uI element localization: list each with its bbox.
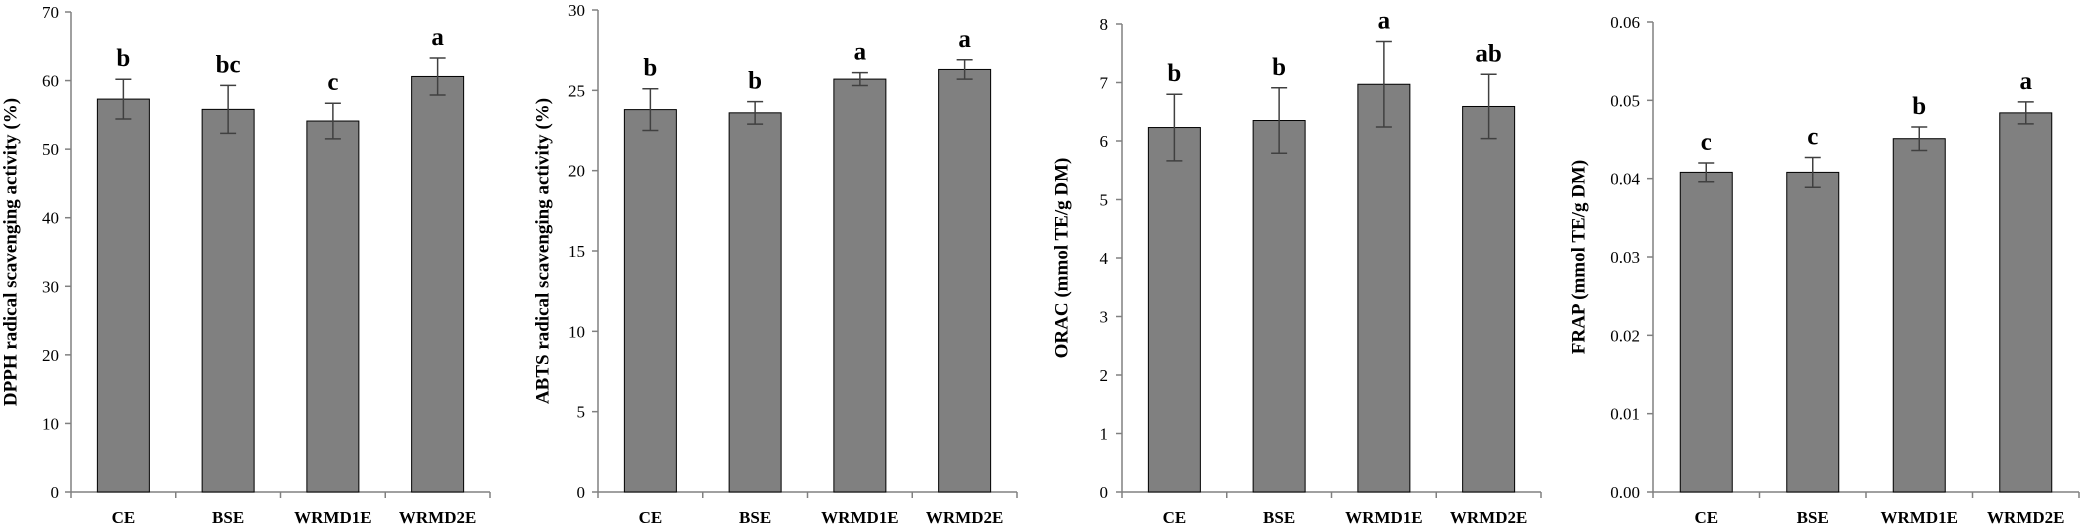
x-tick-label: CE bbox=[1694, 508, 1718, 526]
significance-letter: c bbox=[327, 69, 338, 96]
x-tick-label: BSE bbox=[212, 508, 244, 526]
bar bbox=[1786, 171, 1840, 493]
bar bbox=[306, 120, 360, 493]
bar bbox=[1679, 171, 1733, 493]
x-tick-label: BSE bbox=[1263, 508, 1295, 526]
y-tick-label: 10 bbox=[42, 414, 59, 433]
bar bbox=[623, 109, 677, 493]
x-tick-label: WRMD1E bbox=[1345, 508, 1422, 526]
bar bbox=[1462, 105, 1516, 493]
x-tick-label: CE bbox=[639, 508, 663, 526]
y-tick-label: 60 bbox=[42, 72, 59, 91]
y-tick-label: 0.02 bbox=[1610, 326, 1640, 345]
significance-letter: a bbox=[958, 26, 971, 53]
x-tick-label: CE bbox=[112, 508, 136, 526]
y-tick-label: 0.01 bbox=[1610, 405, 1640, 424]
bar bbox=[833, 78, 887, 493]
significance-letter: b bbox=[1167, 60, 1181, 87]
significance-letter: b bbox=[1912, 93, 1926, 120]
y-tick-label: 4 bbox=[1100, 249, 1109, 268]
significance-letter: c bbox=[1701, 129, 1712, 156]
chart-panel-1: 0 10 20 30 40 50 60 70 b CE bc BSE c WRMD1E a WRMD2E DPP… bbox=[0, 3, 491, 526]
chart-panel-4: 0.00 0.01 0.02 0.03 0.04 0.05 0.06 c CE c BSE b WRMD… bbox=[1568, 13, 2080, 526]
bar bbox=[411, 75, 465, 493]
y-axis-title: FRAP (mmol TE/g DM) bbox=[1568, 160, 1589, 354]
y-axis-title: ORAC (mmol TE/g DM) bbox=[1051, 158, 1072, 359]
y-tick-label: 0.03 bbox=[1610, 248, 1640, 267]
significance-letter: b bbox=[748, 68, 762, 95]
x-tick-label: WRMD2E bbox=[1987, 508, 2064, 526]
x-tick-label: WRMD1E bbox=[1881, 508, 1958, 526]
y-tick-label: 0.06 bbox=[1610, 13, 1640, 32]
bar bbox=[1252, 120, 1306, 493]
significance-letter: b bbox=[1272, 54, 1286, 81]
y-tick-label: 8 bbox=[1100, 15, 1109, 34]
y-tick-label: 40 bbox=[42, 209, 59, 228]
y-tick-label: 0.04 bbox=[1610, 170, 1640, 189]
y-tick-label: 0 bbox=[577, 483, 586, 502]
y-tick-label: 30 bbox=[42, 277, 59, 296]
y-tick-label: 25 bbox=[568, 81, 585, 100]
bar bbox=[1892, 138, 1946, 493]
y-tick-label: 0 bbox=[1100, 483, 1109, 502]
y-tick-label: 0 bbox=[51, 483, 60, 502]
significance-letter: a bbox=[854, 39, 867, 66]
significance-letter: bc bbox=[216, 51, 241, 78]
bar bbox=[1357, 83, 1411, 493]
significance-letter: b bbox=[643, 55, 657, 82]
x-tick-label: CE bbox=[1163, 508, 1187, 526]
significance-letter: a bbox=[2020, 68, 2033, 95]
y-tick-label: 5 bbox=[577, 403, 586, 422]
x-tick-label: WRMD2E bbox=[926, 508, 1003, 526]
x-tick-label: WRMD2E bbox=[1450, 508, 1527, 526]
y-axis-title: DPPH radical scavenging activity (%) bbox=[0, 98, 21, 406]
x-tick-label: WRMD2E bbox=[399, 508, 476, 526]
y-tick-label: 70 bbox=[42, 3, 59, 22]
bar bbox=[1147, 127, 1201, 493]
chart-panel-3: 0 1 2 3 4 5 6 7 8 b CE b BSE a WRMD1E ab WRMD2E ORAC (mmo… bbox=[1051, 8, 1542, 526]
y-tick-label: 10 bbox=[568, 322, 585, 341]
significance-letter: b bbox=[116, 45, 130, 72]
y-tick-label: 6 bbox=[1100, 132, 1109, 151]
x-tick-label: BSE bbox=[1797, 508, 1829, 526]
bar bbox=[938, 68, 992, 493]
y-tick-label: 2 bbox=[1100, 366, 1109, 385]
y-tick-label: 5 bbox=[1100, 191, 1109, 210]
y-tick-label: 0.00 bbox=[1610, 483, 1640, 502]
bar bbox=[201, 108, 255, 493]
y-tick-label: 30 bbox=[568, 1, 585, 20]
y-tick-label: 1 bbox=[1100, 425, 1109, 444]
y-axis-title: ABTS radical scavenging activity (%) bbox=[532, 98, 553, 404]
y-tick-label: 3 bbox=[1100, 308, 1109, 327]
chart-panel-2: 0 5 10 15 20 25 30 b CE b BSE a WRMD1E a WRMD2E ABTS ra… bbox=[532, 1, 1018, 526]
bar bbox=[728, 112, 782, 493]
bar bbox=[1999, 112, 2053, 493]
y-tick-label: 20 bbox=[42, 346, 59, 365]
x-tick-label: WRMD1E bbox=[821, 508, 898, 526]
y-tick-label: 50 bbox=[42, 140, 59, 159]
x-tick-label: BSE bbox=[739, 508, 771, 526]
significance-letter: a bbox=[431, 24, 444, 51]
significance-letter: ab bbox=[1475, 40, 1501, 67]
x-tick-label: WRMD1E bbox=[294, 508, 371, 526]
y-tick-label: 0.05 bbox=[1610, 91, 1640, 110]
y-tick-label: 15 bbox=[568, 242, 585, 261]
significance-letter: a bbox=[1378, 8, 1391, 35]
bar bbox=[96, 98, 150, 493]
significance-letter: c bbox=[1807, 124, 1818, 151]
y-tick-label: 7 bbox=[1100, 74, 1109, 93]
y-tick-label: 20 bbox=[568, 162, 585, 181]
